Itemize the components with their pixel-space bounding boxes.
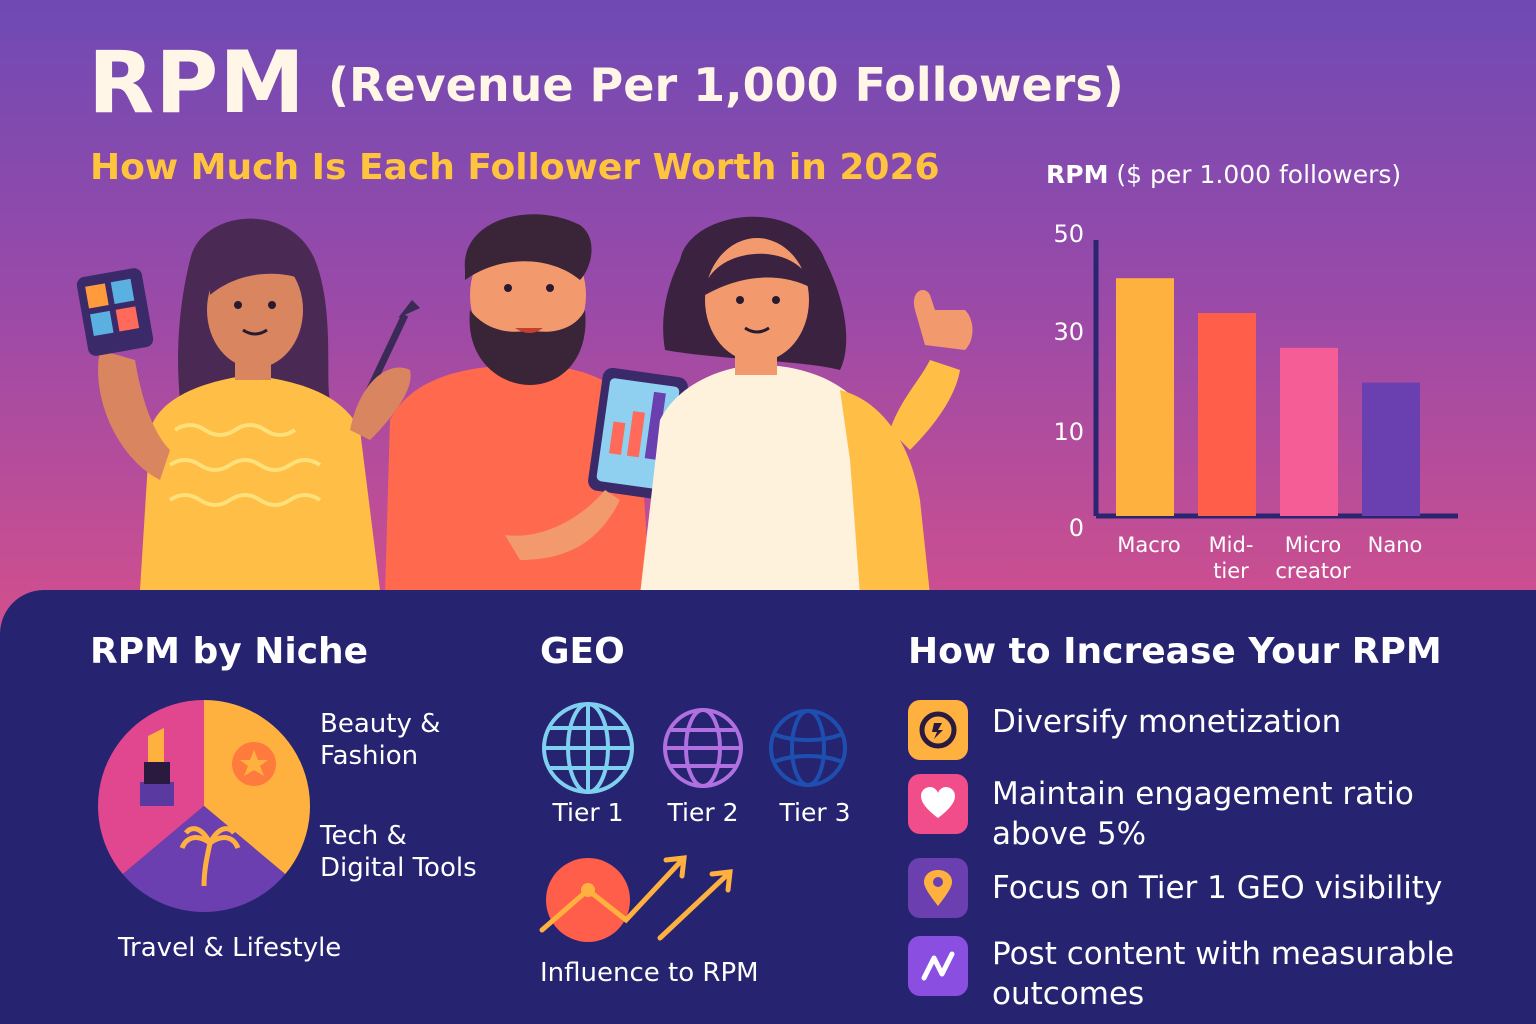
x-tick-label: Nano bbox=[1368, 533, 1423, 557]
tip-text: Post content with measurable outcomes bbox=[992, 936, 1455, 1012]
bar-mid-tier bbox=[1198, 313, 1256, 516]
palm-tree-icon bbox=[179, 826, 241, 887]
geo-section-title: GEO bbox=[540, 631, 625, 672]
niche-label-beauty: Beauty & Fashion bbox=[320, 709, 441, 771]
pie-slice-travel-lifestyle bbox=[122, 806, 286, 912]
lipstick-icon bbox=[140, 728, 174, 806]
tier-label-3: Tier 3 bbox=[779, 798, 851, 827]
chart-title: RPM ($ per 1.000 followers) bbox=[1046, 160, 1402, 189]
niche-label-tech: Tech & Digital Tools bbox=[320, 821, 477, 883]
woman-with-palette-illustration bbox=[76, 218, 420, 590]
page-subtitle: How Much Is Each Follower Worth in 2026 bbox=[90, 147, 940, 188]
tier-label-1: Tier 1 bbox=[552, 798, 624, 827]
tip-text: Focus on Tier 1 GEO visibility bbox=[992, 870, 1443, 906]
tip-item-diversify: Diversify monetization bbox=[908, 700, 1508, 764]
pie-slice-tech-digital bbox=[204, 700, 310, 875]
y-tick-label: 0 bbox=[1069, 514, 1084, 542]
niche-label-travel: Travel & Lifestyle bbox=[118, 933, 342, 963]
niche-section-title: RPM by Niche bbox=[90, 631, 369, 672]
creators-illustration bbox=[76, 214, 973, 595]
y-tick-label: 50 bbox=[1053, 220, 1084, 248]
trend-icon bbox=[908, 936, 968, 996]
tips-section-title: How to Increase Your RPM bbox=[908, 631, 1442, 672]
coin-icon bbox=[908, 700, 968, 760]
globe-icon-tier-2 bbox=[663, 708, 743, 788]
y-tick-label: 30 bbox=[1053, 318, 1084, 346]
location-pin-icon bbox=[908, 858, 968, 918]
x-tick-label: Macro bbox=[1117, 533, 1181, 557]
tip-item-engagement: Maintain engagement ratio above 5% bbox=[908, 774, 1508, 852]
bar-nano bbox=[1362, 382, 1420, 516]
tip-text: Maintain engagement ratio above 5% bbox=[992, 776, 1414, 852]
bar-macro bbox=[1116, 278, 1174, 516]
x-tick-label: Mid- bbox=[1209, 533, 1254, 557]
gear-icon bbox=[232, 742, 276, 786]
tip-item-content: Post content with measurable outcomes bbox=[908, 936, 1508, 1012]
man-with-phone-illustration bbox=[385, 214, 688, 595]
influence-circle bbox=[546, 858, 630, 942]
tier-label-2: Tier 2 bbox=[667, 798, 739, 827]
tip-item-tier1: Focus on Tier 1 GEO visibility bbox=[908, 858, 1508, 922]
x-tick-label: Micro bbox=[1285, 533, 1342, 557]
globe-icon-tier-1 bbox=[542, 702, 634, 794]
globe-icon-tier-3 bbox=[769, 709, 847, 787]
woman-thumbs-up-illustration bbox=[640, 216, 973, 595]
tip-text: Diversify monetization bbox=[992, 704, 1342, 740]
niche-pie-chart bbox=[98, 700, 310, 912]
x-tick-label: creator bbox=[1275, 559, 1351, 583]
bar-micro-creator bbox=[1280, 347, 1338, 516]
influence-label: Influence to RPM bbox=[540, 958, 759, 988]
influence-growth-graphic bbox=[539, 855, 733, 942]
x-tick-label: tier bbox=[1213, 559, 1249, 583]
heart-icon bbox=[908, 774, 968, 834]
growth-arrow-icon bbox=[539, 855, 733, 941]
page-title-subtext: (Revenue Per 1,000 Followers) bbox=[328, 58, 1124, 112]
y-tick-label: 10 bbox=[1053, 418, 1084, 446]
page-title: RPM bbox=[88, 33, 306, 133]
geo-globes bbox=[542, 702, 847, 794]
